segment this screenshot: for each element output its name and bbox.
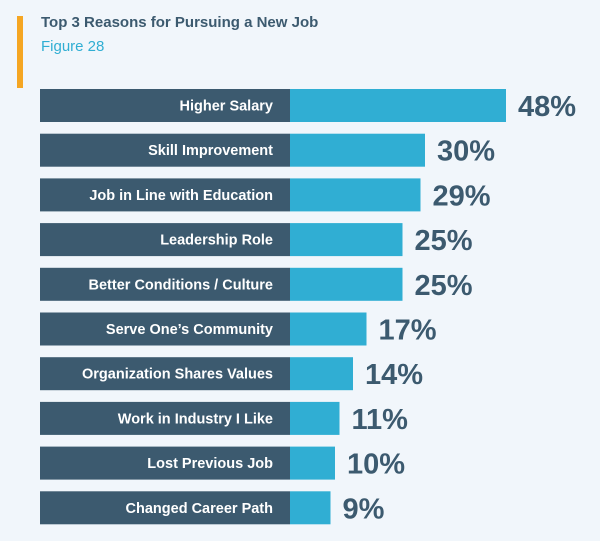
category-label-box: [40, 178, 290, 212]
accent-bar: [17, 16, 23, 88]
category-label-box: [40, 267, 290, 301]
category-label-box: [40, 357, 290, 391]
value-label: 10%: [347, 449, 405, 481]
value-bar: [290, 401, 340, 435]
value-label: 29%: [433, 180, 491, 212]
bar-row: Work in Industry I Like 11%: [40, 401, 409, 436]
value-label: 9%: [343, 493, 385, 525]
bar-row: Lost Previous Job 10%: [40, 446, 405, 481]
value-label: 17%: [379, 315, 437, 347]
value-bar: [290, 133, 425, 167]
bar-row: Organization Shares Values 14%: [40, 357, 423, 391]
category-label: Work in Industry I Like: [118, 411, 273, 427]
category-label: Changed Career Path: [126, 501, 273, 517]
value-label: 25%: [415, 270, 473, 302]
value-bar: [290, 491, 331, 525]
value-label: 48%: [518, 91, 576, 123]
value-label: 14%: [365, 359, 423, 391]
bar-row: Skill Improvement 30%: [40, 133, 495, 168]
bar-row: Leadership Role 25%: [40, 223, 473, 257]
value-bar: [290, 312, 367, 346]
chart-title: Top 3 Reasons for Pursuing a New Job: [41, 14, 319, 31]
category-label: Lost Previous Job: [147, 456, 273, 472]
category-label: Better Conditions / Culture: [89, 277, 273, 293]
bar-row: Changed Career Path 9%: [40, 491, 385, 525]
category-label: Higher Salary: [180, 99, 274, 115]
bar-row: Higher Salary 48%: [40, 89, 576, 123]
bar-row: Job in Line with Education 29%: [40, 178, 491, 212]
value-bar: [290, 178, 421, 212]
category-label: Organization Shares Values: [82, 367, 273, 383]
chart-subtitle: Figure 28: [41, 38, 105, 55]
category-label: Job in Line with Education: [89, 188, 273, 204]
value-bar: [290, 89, 506, 122]
category-label-box: [40, 89, 290, 122]
category-label: Serve One’s Community: [106, 322, 273, 338]
category-label-box: [40, 223, 290, 257]
category-label-box: [40, 133, 290, 167]
category-label: Leadership Role: [160, 233, 273, 249]
value-label: 30%: [437, 136, 495, 168]
value-bar: [290, 267, 403, 301]
value-bar: [290, 446, 335, 480]
bar-row: Better Conditions / Culture 25%: [40, 267, 473, 302]
category-label-box: [40, 491, 290, 525]
value-bar: [290, 357, 353, 391]
value-bar: [290, 223, 403, 257]
value-label: 25%: [415, 225, 473, 257]
value-label: 11%: [352, 404, 409, 436]
category-label-box: [40, 312, 290, 346]
category-label-box: [40, 401, 290, 435]
category-label: Skill Improvement: [148, 143, 273, 159]
bar-row: Serve One’s Community 17%: [40, 312, 437, 347]
category-label-box: [40, 446, 290, 480]
